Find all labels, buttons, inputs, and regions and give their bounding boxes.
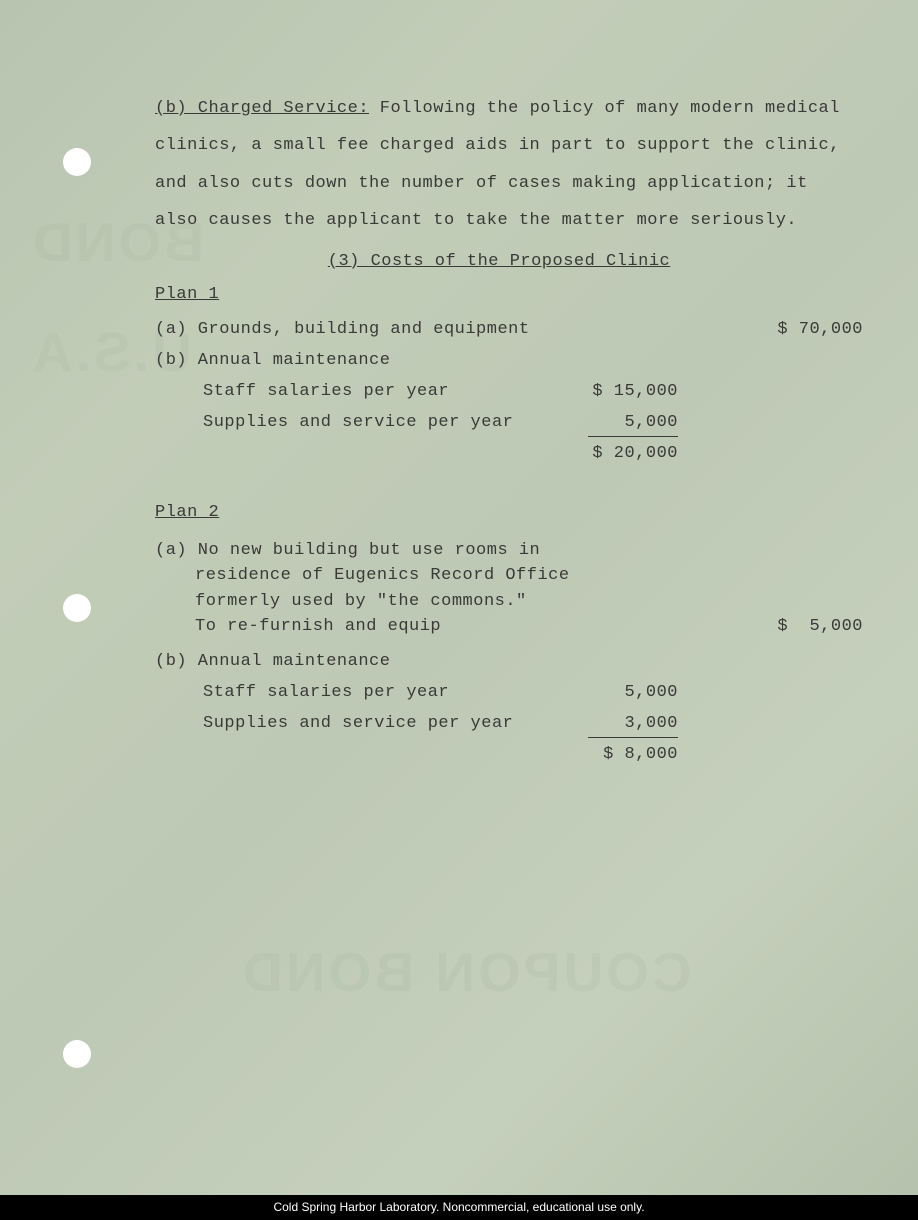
plan2-block: Plan 2 (a) No new building but use rooms… xyxy=(155,503,843,764)
plan2-item-a-line3: formerly used by "the commons." xyxy=(155,592,527,611)
spacer xyxy=(203,444,214,463)
plan1-staff-value: $ 15,000 xyxy=(588,382,678,401)
plan1-total-value: $ 20,000 xyxy=(588,444,678,463)
plan1-heading-text: Plan 1 xyxy=(155,285,219,304)
plan2-total-value: $ 8,000 xyxy=(588,745,678,764)
punch-hole xyxy=(63,148,91,176)
document-page: BOND U.S.A COUPON BOND (b) Charged Servi… xyxy=(0,0,918,1195)
plan2-total: $ 8,000 xyxy=(155,745,843,764)
footer-text: Cold Spring Harbor Laboratory. Noncommer… xyxy=(273,1200,644,1214)
plan2-item-a-line1: (a) No new building but use rooms in xyxy=(155,541,540,560)
punch-hole xyxy=(63,594,91,622)
plan2-staff-value: 5,000 xyxy=(588,683,678,702)
plan1-item-a-value: $ 70,000 xyxy=(773,320,863,339)
plan1-item-b: (b) Annual maintenance xyxy=(155,351,843,370)
plan1-item-b-label: (b) Annual maintenance xyxy=(155,351,390,370)
plan2-item-b-label: (b) Annual maintenance xyxy=(155,652,390,671)
plan2-heading: Plan 2 xyxy=(155,503,843,522)
plan1-supplies: Supplies and service per year 5,000 xyxy=(155,413,843,432)
plan2-item-a-label: (a) No new building but use rooms in res… xyxy=(155,538,570,640)
plan2-supplies-value: 3,000 xyxy=(588,714,678,738)
plan1-staff: Staff salaries per year $ 15,000 xyxy=(155,382,843,401)
plan2-supplies: Supplies and service per year 3,000 xyxy=(155,714,843,733)
plan2-item-a-value: $ 5,000 xyxy=(773,614,863,640)
spacer xyxy=(203,745,214,764)
plan1-supplies-label: Supplies and service per year xyxy=(203,413,513,432)
plan1-total: $ 20,000 xyxy=(155,444,843,463)
paragraph-charged-service: (b) Charged Service: Following the polic… xyxy=(155,90,843,240)
plan1-item-a: (a) Grounds, building and equipment $ 70… xyxy=(155,320,843,339)
plan2-item-a-line4: To re-furnish and equip xyxy=(155,617,441,636)
paragraph-b-text: Following the policy of many modern medi… xyxy=(155,99,840,230)
plan2-item-b: (b) Annual maintenance xyxy=(155,652,843,671)
punch-hole xyxy=(63,1040,91,1068)
section-heading-text: (3) Costs of the Proposed Clinic xyxy=(328,252,670,271)
plan1-item-a-label: (a) Grounds, building and equipment xyxy=(155,320,530,339)
plan2-item-a: (a) No new building but use rooms in res… xyxy=(155,538,843,640)
footer-bar: Cold Spring Harbor Laboratory. Noncommer… xyxy=(0,1195,918,1220)
plan1-staff-label: Staff salaries per year xyxy=(203,382,449,401)
watermark: COUPON BOND xyxy=(240,940,692,1004)
plan2-staff: Staff salaries per year 5,000 xyxy=(155,683,843,702)
plan1-heading: Plan 1 xyxy=(155,285,843,304)
plan2-supplies-label: Supplies and service per year xyxy=(203,714,513,733)
plan2-item-a-line2: residence of Eugenics Record Office xyxy=(155,566,570,585)
plan1-supplies-value: 5,000 xyxy=(588,413,678,437)
plan2-heading-text: Plan 2 xyxy=(155,503,219,522)
plan2-staff-label: Staff salaries per year xyxy=(203,683,449,702)
paragraph-b-heading: (b) Charged Service: xyxy=(155,99,369,118)
section-heading: (3) Costs of the Proposed Clinic xyxy=(155,252,843,271)
